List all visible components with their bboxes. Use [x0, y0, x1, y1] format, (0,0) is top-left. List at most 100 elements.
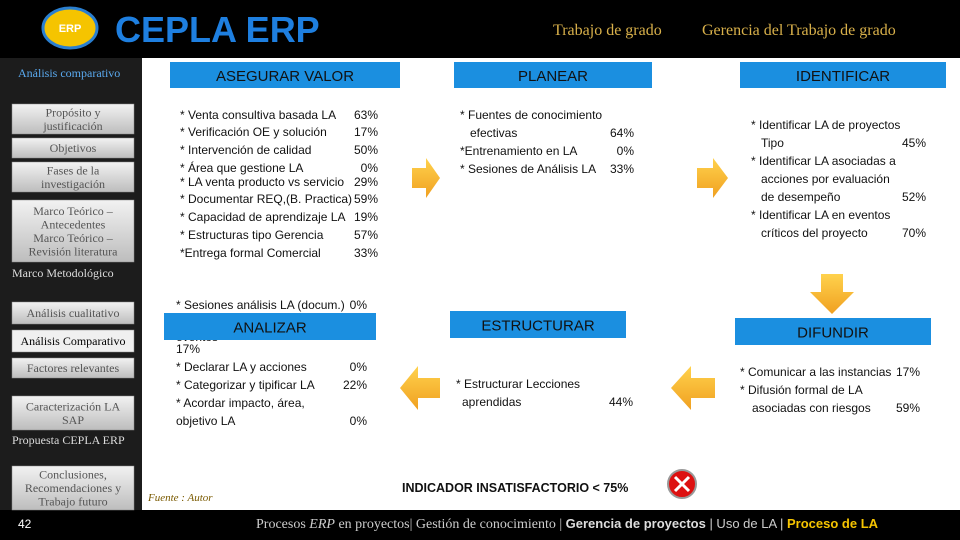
item-text: críticos del proyecto	[761, 226, 868, 240]
menu-item[interactable]: Conclusiones,	[39, 468, 107, 482]
menu-item-bg	[11, 103, 135, 135]
menu-item[interactable]: Análisis Comparativo	[21, 334, 126, 348]
item-value: 0%	[617, 144, 635, 158]
item-text: * Identificar LA en eventos	[751, 208, 890, 222]
item-text: efectivas	[470, 126, 517, 140]
subject: Gerencia del Trabajo de grado	[702, 22, 896, 39]
arrows	[400, 158, 854, 410]
menu-item[interactable]: justificación	[42, 119, 102, 133]
menu-item-bg	[11, 137, 135, 159]
item-text: * Verificación OE y solución	[180, 125, 327, 139]
menu-item[interactable]: Análisis cualitativo	[27, 306, 120, 320]
item-text: * Capacidad de aprendizaje LA	[180, 210, 345, 224]
menu-item[interactable]: Caracterización LA	[26, 399, 121, 413]
arrow	[671, 366, 715, 410]
menu-item[interactable]: Revisión literatura	[29, 244, 119, 258]
menu-item-bg	[11, 357, 135, 379]
menu-item[interactable]: Objetivos	[50, 141, 97, 155]
block-header-bg	[735, 318, 931, 345]
course: Trabajo de grado	[553, 22, 662, 39]
arrow	[810, 274, 854, 314]
item-value: 0%	[361, 161, 379, 175]
menu-item[interactable]: Marco Teórico –	[33, 231, 114, 245]
block-header: ANALIZAR	[233, 320, 307, 337]
item-value: 33%	[610, 162, 634, 176]
item-value: 44%	[609, 395, 633, 409]
footer: Procesos ERP en proyectos| Gestión de co…	[256, 516, 879, 532]
block-header: PLANEAR	[518, 68, 588, 85]
menu-item-bg	[11, 301, 135, 325]
menu-item[interactable]: investigación	[41, 177, 105, 191]
menu-item-bg	[11, 161, 135, 193]
menu-item[interactable]: Propuesta CEPLA ERP	[12, 433, 125, 447]
item-text: * Sesiones análisis LA (docum.)	[176, 298, 345, 312]
menu-item[interactable]: Antecedentes	[41, 217, 106, 231]
item-value: 57%	[354, 228, 378, 242]
item-text: * Acordar impacto, área,	[176, 396, 305, 410]
item-value: 59%	[896, 401, 920, 415]
item-value: 29%	[354, 175, 378, 189]
source: Fuente : Autor	[147, 492, 213, 504]
item-text: asociadas con riesgos	[752, 401, 871, 415]
menu-item-bg	[11, 465, 135, 511]
footer-band	[0, 510, 960, 540]
item-text: * Documentar REQ,(B. Practica)	[180, 192, 352, 206]
footer-part: | Uso de LA |	[706, 516, 787, 531]
item-text: * Estructurar Lecciones	[456, 377, 580, 391]
menu-item-bg	[11, 395, 135, 431]
logo	[41, 6, 99, 50]
item-text: *Entrega formal Comercial	[180, 246, 321, 260]
menu-item[interactable]: Trabajo futuro	[38, 495, 107, 509]
footer-part: en proyectos| Gestión de conocimiento |	[335, 517, 566, 532]
item-value: 45%	[902, 136, 926, 150]
item-value: 17%	[354, 125, 378, 139]
menu-item[interactable]: Factores relevantes	[27, 361, 120, 375]
arrow	[697, 158, 728, 198]
block-header: ASEGURAR VALOR	[216, 68, 354, 85]
block-header-bg	[740, 62, 946, 88]
item-value: 0%	[350, 298, 368, 312]
footer-part: ERP	[308, 517, 335, 532]
item-value: 19%	[354, 210, 378, 224]
menu-item[interactable]: Marco Metodológico	[12, 266, 114, 280]
item-text: *Entrenamiento en LA	[460, 144, 577, 158]
item-text: Tipo	[761, 136, 784, 150]
block-header: DIFUNDIR	[797, 325, 869, 342]
item-value: 59%	[354, 192, 378, 206]
item-value: 52%	[902, 190, 926, 204]
item-value: 63%	[354, 108, 378, 122]
item-value: 0%	[350, 414, 368, 428]
menu-item[interactable]: Marco Teórico –	[33, 204, 114, 218]
menu-item-bg	[11, 199, 135, 263]
item-text: * LA venta producto vs servicio	[180, 175, 344, 189]
brand: CEPLA ERP	[115, 9, 320, 50]
item-text: aprendidas	[462, 395, 521, 409]
logo-text: ERP	[59, 23, 82, 35]
item-text: * Intervención de calidad	[180, 143, 311, 157]
indicator: INDICADOR INSATISFACTORIO < 75%	[402, 481, 628, 495]
item-text: * Comunicar a las instancias	[740, 365, 891, 379]
block-header-bg	[454, 62, 652, 88]
item-text: * Difusión formal de LA	[740, 383, 863, 397]
menu-item[interactable]: Propósito y	[45, 105, 100, 119]
menu-item[interactable]: SAP	[62, 413, 84, 427]
item-text: * Identificar LA asociadas a	[751, 154, 896, 168]
item-value: 70%	[902, 226, 926, 240]
item-value: 64%	[610, 126, 634, 140]
menu-item[interactable]: Fases de la	[47, 163, 100, 177]
item-text: * Categorizar y tipificar LA	[176, 378, 315, 392]
footer-part: Gerencia de proyectos	[566, 516, 706, 531]
item-text: * Sesiones de Análisis LA	[460, 162, 596, 176]
item-value: 0%	[350, 360, 368, 374]
item-value: 17%	[896, 365, 920, 379]
footer-part: Procesos	[256, 517, 309, 532]
menu-item[interactable]: Recomendaciones y	[25, 481, 121, 495]
sidebar-section: Análisis comparativo	[18, 66, 120, 80]
block-header-bg	[450, 311, 626, 338]
item-value: 22%	[343, 378, 367, 392]
page-number: 42	[18, 517, 32, 531]
item-text: * Fuentes de conocimiento	[460, 108, 602, 122]
fail-icon-x	[673, 475, 691, 493]
